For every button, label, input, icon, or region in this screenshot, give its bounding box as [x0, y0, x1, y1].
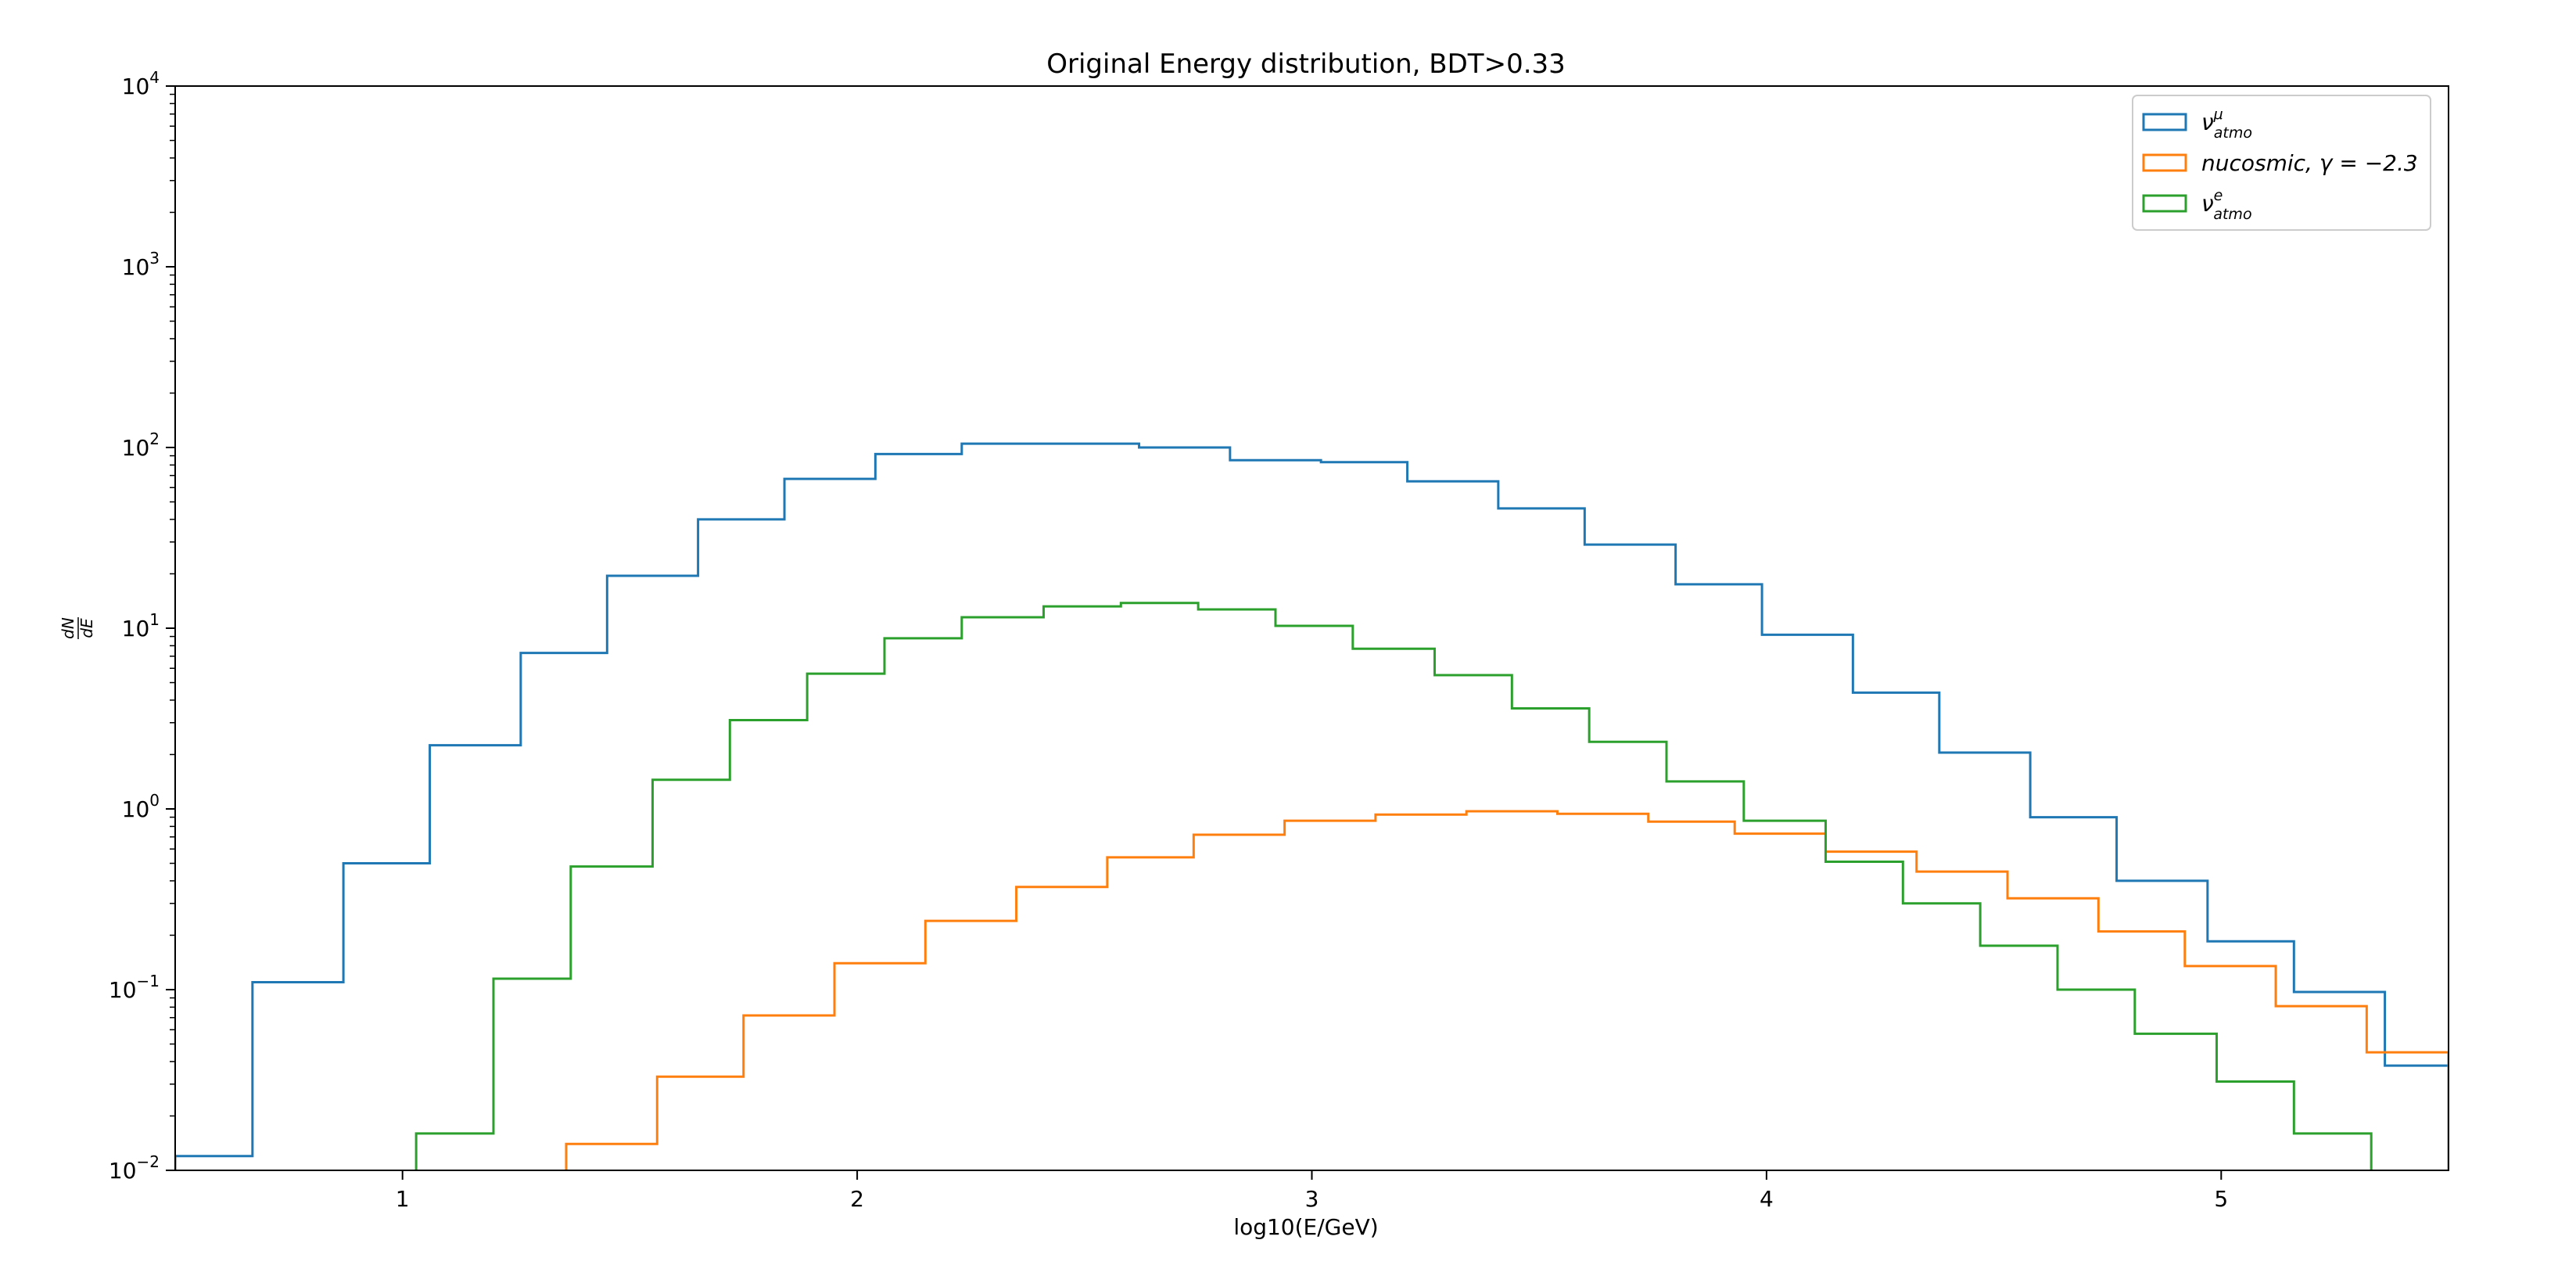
legend-entry-3: νe atmo: [2201, 187, 2252, 223]
y-axis-label: dN dE: [59, 617, 96, 639]
x-tick-label: 4: [1760, 1186, 1774, 1212]
y-label-numerator: dN: [59, 617, 77, 639]
legend-box: [2132, 95, 2431, 231]
legend: νμ atmo nucosmic, γ = −2.3 νe atmo: [2132, 95, 2431, 231]
legend-swatch-2: [2142, 153, 2187, 172]
legend-swatch-3: [2142, 194, 2187, 213]
legend-entry-2: nucosmic, γ = −2.3: [2201, 150, 2418, 176]
series-line-3: [414, 602, 2373, 1170]
y-tick-label: 103: [122, 249, 160, 280]
x-tick-label: 1: [396, 1186, 410, 1212]
plot-background: [175, 86, 2449, 1170]
x-tick-label: 2: [850, 1186, 864, 1212]
y-tick-label: 10−1: [109, 972, 160, 1003]
y-tick-label: 101: [122, 610, 160, 642]
legend-entry-1: νμ atmo: [2201, 106, 2252, 142]
x-tick-label: 5: [2214, 1186, 2228, 1212]
chart-title: Original Energy distribution, BDT>0.33: [1046, 49, 1566, 80]
plot-area: [174, 85, 2449, 1171]
y-axis-ticks: 10−2 10−1 100 101 102 103 104: [109, 68, 175, 1184]
x-axis-label: log10(E/GeV): [1233, 1214, 1378, 1240]
x-axis-ticks: 1 2 3 4 5: [396, 1170, 2228, 1212]
y-tick-label: 102: [122, 429, 160, 461]
legend-swatch-1: [2142, 113, 2187, 131]
y-tick-label: 10−2: [109, 1152, 160, 1184]
y-tick-label: 100: [122, 791, 160, 822]
series-line-2: [565, 810, 2449, 1170]
series-line-1: [175, 442, 2449, 1170]
x-tick-label: 3: [1305, 1186, 1319, 1212]
y-label-denominator: dE: [77, 618, 96, 638]
y-tick-label: 104: [122, 68, 160, 99]
series-group: [175, 442, 2449, 1170]
